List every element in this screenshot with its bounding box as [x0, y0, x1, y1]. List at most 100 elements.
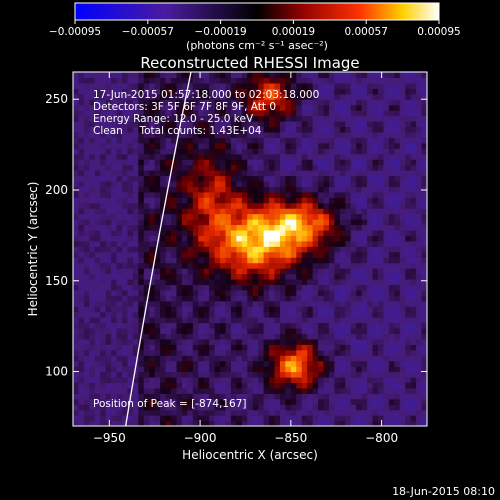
heatmap-cell — [127, 278, 134, 285]
heatmap-cell — [160, 300, 167, 307]
heatmap-cell — [356, 387, 363, 394]
heatmap-cell — [187, 235, 194, 242]
heatmap-cell — [220, 420, 227, 426]
heatmap-cell — [94, 224, 101, 231]
heatmap-cell — [361, 251, 368, 258]
heatmap-cell — [301, 344, 308, 351]
heatmap-cell — [307, 208, 314, 215]
heatmap-cell — [187, 159, 194, 166]
heatmap-cell — [301, 371, 308, 378]
heatmap-cell — [388, 360, 395, 367]
heatmap-cell — [203, 420, 210, 426]
heatmap-cell — [209, 355, 216, 362]
heatmap-cell — [312, 262, 319, 269]
heatmap-cell — [318, 322, 325, 329]
heatmap-cell — [209, 338, 216, 345]
heatmap-cell — [252, 246, 259, 253]
heatmap-cell — [241, 355, 248, 362]
heatmap-cell — [236, 72, 243, 79]
heatmap-cell — [230, 273, 237, 280]
heatmap-cell — [334, 300, 341, 307]
heatmap-cell — [116, 142, 123, 149]
heatmap-cell — [377, 262, 385, 269]
heatmap-cell — [350, 409, 357, 416]
heatmap-cell — [198, 137, 205, 144]
heatmap-cell — [296, 268, 303, 275]
heatmap-cell — [356, 300, 363, 307]
heatmap-cell — [176, 88, 183, 95]
heatmap-cell — [225, 355, 232, 362]
heatmap-cell — [105, 110, 112, 117]
heatmap-cell — [274, 219, 281, 226]
heatmap-cell — [105, 355, 112, 362]
heatmap-cell — [356, 262, 363, 269]
heatmap-cell — [345, 77, 352, 84]
heatmap-cell — [377, 202, 385, 209]
heatmap-cell — [383, 398, 390, 405]
heatmap-cell — [307, 382, 314, 389]
heatmap-cell — [285, 110, 292, 117]
heatmap-cell — [269, 191, 276, 198]
heatmap-cell — [165, 355, 172, 362]
heatmap-cell — [132, 393, 139, 400]
heatmap-cell — [350, 240, 357, 247]
heatmap-cell — [100, 327, 107, 335]
heatmap-cell — [83, 360, 90, 367]
heatmap-cell — [230, 398, 237, 405]
heatmap-cell — [187, 273, 194, 280]
heatmap-cell — [132, 306, 139, 313]
heatmap-cell — [132, 317, 139, 324]
heatmap-cell — [416, 202, 423, 209]
heatmap-cell — [377, 306, 385, 313]
heatmap-cell — [345, 311, 352, 318]
heatmap-cell — [328, 268, 336, 275]
heatmap-cell — [203, 262, 210, 269]
heatmap-cell — [83, 327, 90, 335]
heatmap-cell — [214, 186, 221, 193]
heatmap-cell — [399, 338, 406, 345]
heatmap-cell — [356, 175, 363, 182]
heatmap-cell — [263, 115, 270, 122]
heatmap-cell — [198, 262, 205, 269]
heatmap-cell — [421, 398, 427, 405]
heatmap-cell — [165, 153, 172, 160]
heatmap-cell — [394, 300, 401, 307]
heatmap-cell — [290, 327, 297, 335]
heatmap-cell — [105, 148, 112, 155]
heatmap-cell — [225, 262, 232, 269]
heatmap-cell — [171, 159, 178, 166]
heatmap-cell — [383, 327, 390, 335]
heatmap-cell — [143, 99, 150, 106]
heatmap-cell — [116, 159, 123, 166]
heatmap-cell — [230, 415, 237, 422]
heatmap-cell — [301, 284, 308, 291]
heatmap-cell — [356, 126, 363, 133]
heatmap-cell — [203, 170, 210, 177]
heatmap-cell — [73, 344, 80, 351]
heatmap-cell — [410, 213, 417, 220]
heatmap-cell — [274, 110, 281, 117]
heatmap-cell — [296, 317, 303, 324]
heatmap-cell — [89, 306, 96, 313]
heatmap-cell — [111, 317, 118, 324]
heatmap-cell — [388, 229, 395, 236]
heatmap-cell — [377, 311, 385, 318]
heatmap-cell — [247, 186, 254, 193]
heatmap-cell — [160, 202, 167, 209]
heatmap-cell — [89, 208, 96, 215]
heatmap-cell — [89, 415, 96, 422]
heatmap-cell — [301, 398, 308, 405]
heatmap-cell — [285, 366, 292, 373]
heatmap-cell — [89, 229, 96, 236]
heatmap-cell — [388, 398, 395, 405]
heatmap-cell — [181, 164, 188, 171]
heatmap-cell — [230, 175, 237, 182]
heatmap-cell — [405, 240, 412, 247]
heatmap-cell — [176, 93, 183, 100]
heatmap-cell — [73, 153, 80, 160]
heatmap-cell — [181, 262, 188, 269]
heatmap-cell — [127, 376, 134, 384]
heatmap-cell — [154, 349, 161, 356]
heatmap-cell — [83, 289, 90, 296]
heatmap-cell — [269, 159, 276, 166]
